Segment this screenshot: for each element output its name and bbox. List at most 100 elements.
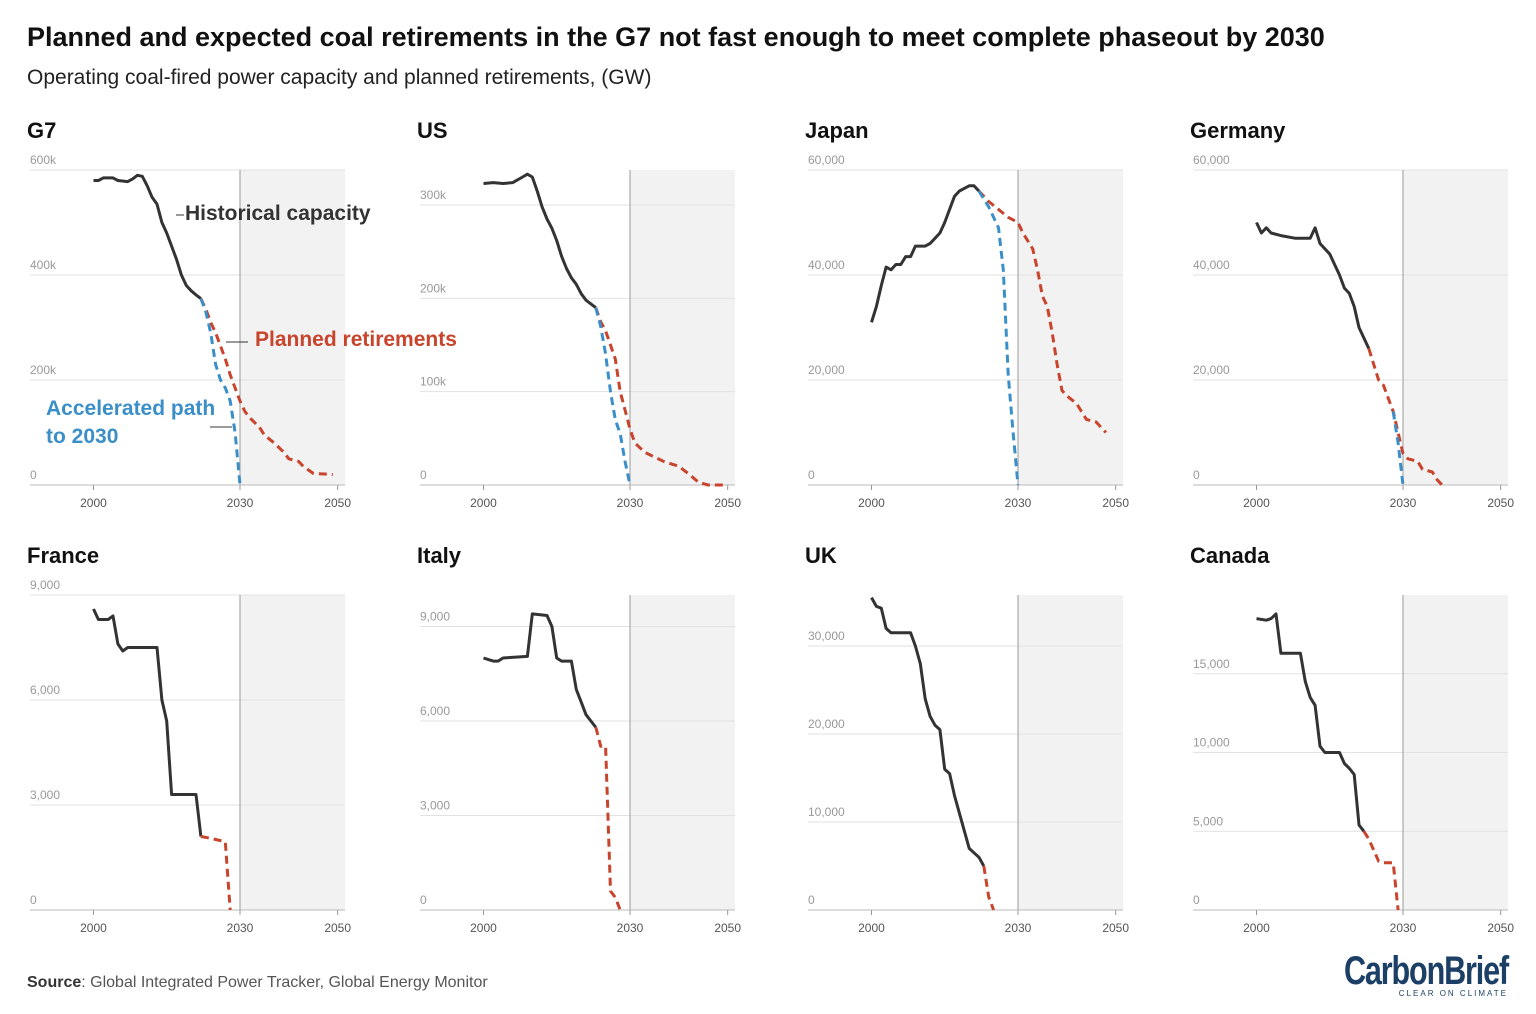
series-line	[982, 865, 996, 911]
series-line	[1367, 348, 1444, 487]
y-tick-label: 60,000	[1193, 153, 1230, 167]
chart-subtitle: Operating coal-fired power capacity and …	[27, 66, 651, 89]
y-tick-label: 400k	[30, 258, 57, 272]
panel-title: Japan	[805, 118, 869, 143]
x-tick-label: 2000	[858, 496, 885, 510]
y-tick-label: 15,000	[1193, 657, 1230, 671]
chart-title: Planned and expected coal retirements in…	[27, 22, 1325, 52]
y-tick-label: 0	[420, 468, 427, 482]
future-shade	[1018, 170, 1123, 485]
series-line	[977, 189, 1107, 434]
series-line	[977, 190, 1020, 486]
series-line	[1391, 411, 1405, 486]
y-tick-label: 100k	[420, 375, 447, 389]
y-tick-label: 200k	[420, 281, 447, 295]
panel-title: UK	[805, 543, 837, 568]
panel-title: G7	[27, 118, 56, 143]
x-tick-label: 2030	[1005, 496, 1032, 510]
panel-title: Italy	[417, 543, 462, 568]
series-line	[870, 184, 980, 323]
series-line	[199, 297, 333, 476]
y-tick-label: 6,000	[420, 704, 450, 718]
x-tick-label: 2030	[617, 496, 644, 510]
series-label: Historical capacity	[185, 202, 371, 225]
y-tick-label: 40,000	[808, 258, 845, 272]
x-tick-label: 2000	[470, 921, 497, 935]
y-tick-label: 0	[1193, 468, 1200, 482]
series-line	[870, 596, 986, 867]
series-label: Planned retirements	[255, 328, 457, 351]
x-tick-label: 2050	[324, 921, 351, 935]
series-label-box: Planned retirements	[255, 328, 457, 351]
series-line	[93, 173, 202, 300]
x-tick-label: 2050	[1487, 921, 1514, 935]
series-line	[1255, 221, 1371, 350]
y-tick-label: 5,000	[1193, 814, 1223, 828]
y-tick-label: 30,000	[808, 629, 845, 643]
future-shade	[1018, 595, 1123, 910]
series-line	[594, 307, 632, 486]
future-shade	[240, 170, 345, 485]
series-line	[483, 172, 597, 309]
x-tick-label: 2030	[227, 496, 254, 510]
future-shade	[630, 170, 735, 485]
series-label-box: Accelerated path to 2030	[46, 397, 216, 448]
series-line	[1362, 830, 1400, 911]
x-tick-label: 2050	[1102, 496, 1129, 510]
series-line	[200, 835, 232, 911]
y-tick-label: 20,000	[1193, 363, 1230, 377]
y-tick-label: 0	[808, 468, 815, 482]
y-tick-label: 200k	[30, 363, 57, 377]
logo: CarbonBrief	[1344, 949, 1510, 993]
x-tick-label: 2050	[1487, 496, 1514, 510]
x-tick-label: 2050	[324, 496, 351, 510]
x-tick-label: 2000	[1243, 496, 1270, 510]
x-tick-label: 2030	[227, 921, 254, 935]
x-tick-label: 2030	[617, 921, 644, 935]
panel-title: France	[27, 543, 99, 568]
y-tick-label: 10,000	[808, 805, 845, 819]
series-line	[199, 298, 242, 486]
y-tick-label: 9,000	[420, 610, 450, 624]
x-tick-label: 2000	[1243, 921, 1270, 935]
y-tick-label: 40,000	[1193, 258, 1230, 272]
x-tick-label: 2030	[1390, 921, 1417, 935]
future-shade	[1403, 170, 1508, 485]
series-line	[1256, 612, 1366, 833]
y-tick-label: 0	[420, 893, 427, 907]
x-tick-label: 2000	[470, 496, 497, 510]
series-line	[594, 726, 622, 911]
y-tick-label: 3,000	[420, 799, 450, 813]
source: Source: Global Integrated Power Tracker,…	[27, 974, 488, 991]
source-text: : Global Integrated Power Tracker, Globa…	[81, 974, 488, 991]
series-label-box: Historical capacity	[185, 202, 371, 225]
series-line	[92, 608, 203, 837]
x-tick-label: 2050	[714, 496, 741, 510]
x-tick-label: 2030	[1390, 496, 1417, 510]
y-tick-label: 0	[30, 893, 37, 907]
y-tick-label: 60,000	[808, 153, 845, 167]
x-tick-label: 2000	[80, 496, 107, 510]
y-tick-label: 0	[1193, 893, 1200, 907]
series-label: Accelerated path to 2030	[46, 397, 216, 448]
y-tick-label: 3,000	[30, 788, 60, 802]
y-tick-label: 9,000	[30, 578, 60, 592]
panel-title: US	[417, 118, 448, 143]
x-tick-label: 2000	[858, 921, 885, 935]
series-line	[483, 612, 597, 729]
y-tick-label: 20,000	[808, 363, 845, 377]
y-tick-label: 0	[808, 893, 815, 907]
x-tick-label: 2050	[714, 921, 741, 935]
x-tick-label: 2030	[1005, 921, 1032, 935]
logo-tagline: CLEAR ON CLIMATE	[1399, 989, 1508, 998]
y-tick-label: 0	[30, 468, 37, 482]
x-tick-label: 2050	[1102, 921, 1129, 935]
panel-title: Canada	[1190, 543, 1270, 568]
future-shade	[630, 595, 735, 910]
panel-title: Germany	[1190, 118, 1286, 143]
y-tick-label: 600k	[30, 153, 57, 167]
y-tick-label: 300k	[420, 188, 447, 202]
x-tick-label: 2000	[80, 921, 107, 935]
y-tick-label: 10,000	[1193, 736, 1230, 750]
